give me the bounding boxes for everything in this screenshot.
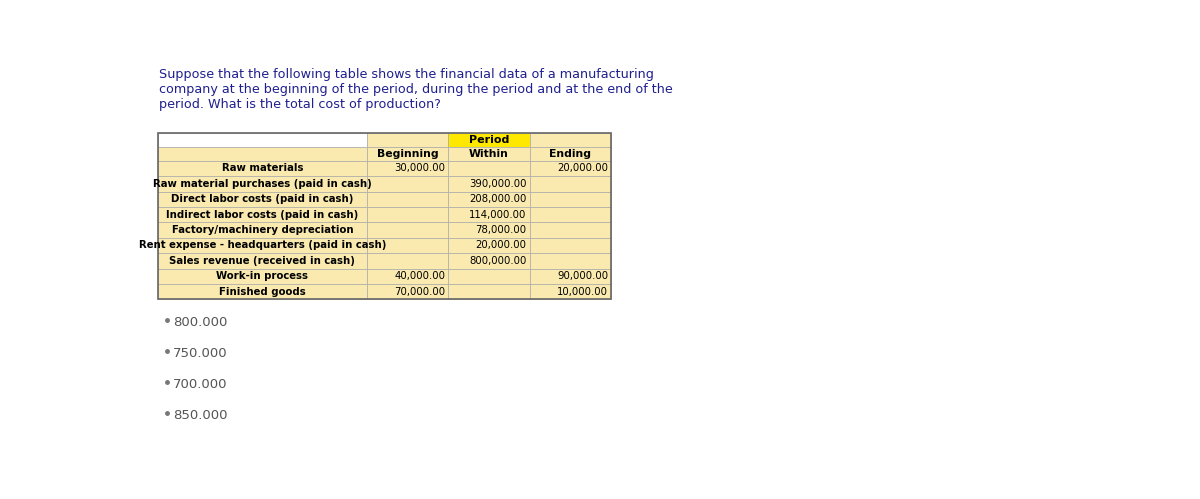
Text: 40,000.00: 40,000.00	[395, 271, 445, 281]
Bar	[449, 176, 529, 192]
Bar	[449, 207, 529, 223]
Bar	[367, 238, 449, 253]
Text: Within: Within	[469, 149, 509, 159]
Text: Period: Period	[469, 135, 509, 145]
Text: 20,000.00: 20,000.00	[557, 164, 608, 174]
Text: Finished goods: Finished goods	[220, 286, 306, 296]
Bar	[367, 284, 449, 299]
Text: 850.000: 850.000	[173, 409, 228, 422]
Text: Beginning: Beginning	[377, 149, 438, 159]
Bar	[157, 133, 367, 147]
Text: 700.000: 700.000	[173, 378, 228, 391]
Bar	[157, 133, 611, 299]
Text: 390,000.00: 390,000.00	[469, 179, 527, 189]
Bar	[529, 238, 611, 253]
Bar	[529, 253, 611, 268]
Bar	[367, 161, 449, 176]
Text: 20,000.00: 20,000.00	[475, 241, 527, 250]
Bar	[449, 223, 529, 238]
Bar	[449, 238, 529, 253]
Bar	[367, 147, 449, 161]
Bar	[367, 192, 449, 207]
Bar	[529, 223, 611, 238]
Text: 30,000.00: 30,000.00	[395, 164, 445, 174]
Bar	[449, 253, 529, 268]
Bar	[529, 192, 611, 207]
Text: Sales revenue (received in cash): Sales revenue (received in cash)	[169, 256, 355, 266]
Text: Work-in process: Work-in process	[216, 271, 308, 281]
Bar	[529, 284, 611, 299]
Text: Indirect labor costs (paid in cash): Indirect labor costs (paid in cash)	[167, 210, 359, 220]
Bar	[529, 268, 611, 284]
Bar	[157, 176, 367, 192]
Bar	[367, 223, 449, 238]
Text: 208,000.00: 208,000.00	[469, 194, 527, 204]
Text: Suppose that the following table shows the financial data of a manufacturing
com: Suppose that the following table shows t…	[160, 67, 673, 111]
Bar	[367, 207, 449, 223]
Bar	[529, 161, 611, 176]
Text: 114,000.00: 114,000.00	[469, 210, 527, 220]
Bar	[157, 161, 367, 176]
Text: 800.000: 800.000	[173, 316, 228, 329]
Bar	[367, 268, 449, 284]
Text: Raw materials: Raw materials	[222, 164, 304, 174]
Text: Factory/machinery depreciation: Factory/machinery depreciation	[172, 225, 353, 235]
Text: 78,000.00: 78,000.00	[475, 225, 527, 235]
Bar	[157, 253, 367, 268]
Text: 90,000.00: 90,000.00	[557, 271, 608, 281]
Bar	[367, 133, 449, 147]
Bar	[367, 176, 449, 192]
Bar	[449, 147, 529, 161]
Text: 70,000.00: 70,000.00	[394, 286, 445, 296]
Bar	[157, 207, 367, 223]
Bar	[449, 133, 529, 147]
Bar	[449, 192, 529, 207]
Text: 10,000.00: 10,000.00	[557, 286, 608, 296]
Text: 750.000: 750.000	[173, 347, 228, 360]
Text: Ending: Ending	[550, 149, 592, 159]
Bar	[529, 147, 611, 161]
Bar	[529, 176, 611, 192]
Text: 800,000.00: 800,000.00	[469, 256, 527, 266]
Text: Raw material purchases (paid in cash): Raw material purchases (paid in cash)	[154, 179, 372, 189]
Bar	[449, 161, 529, 176]
Bar	[367, 253, 449, 268]
Bar	[529, 133, 611, 147]
Text: Direct labor costs (paid in cash): Direct labor costs (paid in cash)	[172, 194, 354, 204]
Bar	[157, 284, 367, 299]
Bar	[529, 207, 611, 223]
Bar	[157, 238, 367, 253]
Bar	[449, 284, 529, 299]
Bar	[157, 268, 367, 284]
Bar	[157, 147, 367, 161]
Bar	[157, 192, 367, 207]
Bar	[157, 223, 367, 238]
Text: Rent expense - headquarters (paid in cash): Rent expense - headquarters (paid in cas…	[139, 241, 386, 250]
Bar	[449, 268, 529, 284]
